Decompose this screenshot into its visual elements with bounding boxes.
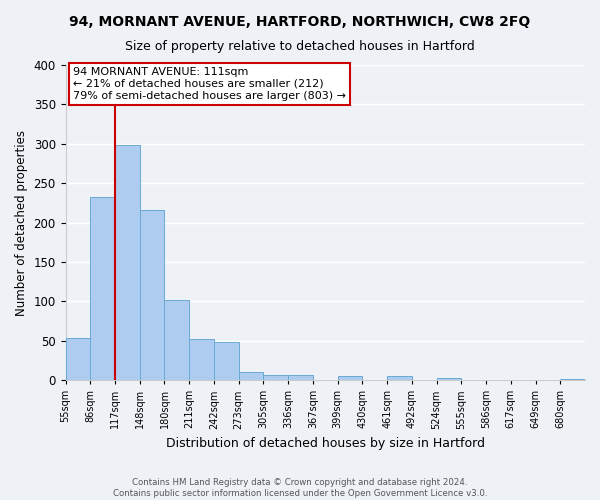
Bar (560, 378, 585, 380)
X-axis label: Distribution of detached houses by size in Hartford: Distribution of detached houses by size … (166, 437, 485, 450)
Text: Contains HM Land Registry data © Crown copyright and database right 2024.
Contai: Contains HM Land Registry data © Crown c… (113, 478, 487, 498)
Y-axis label: Number of detached properties: Number of detached properties (15, 130, 28, 316)
Bar (164, 300, 189, 380)
Bar (65, 338, 90, 380)
Bar (288, 374, 313, 380)
Bar (263, 376, 288, 380)
Bar (239, 372, 263, 380)
Bar (115, 146, 140, 380)
Bar (387, 376, 412, 380)
Bar (189, 339, 214, 380)
Text: 94 MORNANT AVENUE: 111sqm
← 21% of detached houses are smaller (212)
79% of semi: 94 MORNANT AVENUE: 111sqm ← 21% of detac… (73, 68, 346, 100)
Text: Size of property relative to detached houses in Hartford: Size of property relative to detached ho… (125, 40, 475, 53)
Bar (90, 196, 115, 380)
Bar (214, 342, 239, 380)
Bar (338, 376, 362, 380)
Text: 94, MORNANT AVENUE, HARTFORD, NORTHWICH, CW8 2FQ: 94, MORNANT AVENUE, HARTFORD, NORTHWICH,… (70, 15, 530, 29)
Bar (437, 378, 461, 380)
Bar (140, 210, 164, 380)
